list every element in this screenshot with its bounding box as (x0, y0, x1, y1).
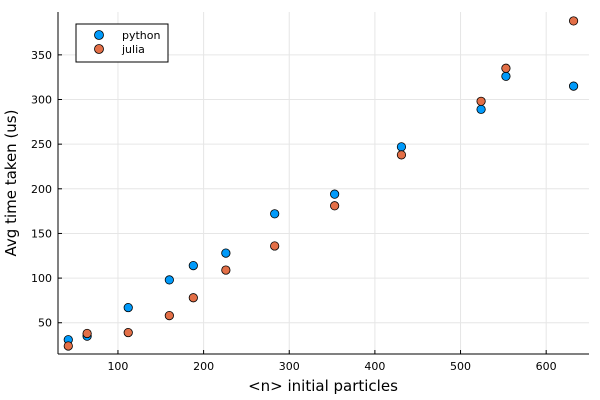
y-tick-label: 350 (31, 49, 52, 62)
data-point-julia (501, 63, 511, 73)
data-point-python (164, 275, 174, 285)
y-tick-label: 100 (31, 272, 52, 285)
y-tick-label: 250 (31, 138, 52, 151)
data-point-julia (330, 201, 340, 211)
legend-box (75, 23, 169, 63)
legend-marker-python (94, 30, 104, 40)
data-point-julia (63, 341, 73, 351)
y-tick-label: 150 (31, 227, 52, 240)
x-axis-label: <n> initial particles (248, 377, 398, 395)
y-axis-label: Avg time taken (us) (2, 110, 20, 257)
data-point-python (568, 81, 579, 91)
data-point-python (330, 189, 340, 199)
data-point-python (476, 104, 486, 114)
x-tick-label: 100 (107, 360, 128, 373)
data-point-julia (164, 311, 174, 321)
legend: python julia (75, 23, 169, 63)
grid (58, 12, 589, 354)
x-tick-label: 500 (450, 360, 471, 373)
data-point-python (396, 142, 407, 152)
data-points (63, 16, 579, 351)
y-tick-label: 200 (31, 183, 52, 196)
x-tick-label: 200 (193, 360, 214, 373)
data-point-julia (396, 150, 407, 160)
data-point-julia (123, 327, 133, 338)
legend-label-julia: julia (121, 43, 145, 56)
data-point-python (270, 209, 280, 219)
data-point-julia (221, 265, 231, 275)
x-ticks: 100 200 300 400 500 600 (107, 350, 557, 373)
data-point-julia (82, 328, 92, 339)
x-tick-label: 300 (279, 360, 300, 373)
data-point-julia (270, 241, 280, 251)
axes (57, 12, 589, 355)
data-point-python (221, 248, 231, 258)
data-point-julia (188, 293, 198, 303)
data-point-python (188, 260, 198, 271)
y-ticks: 50 100 150 200 250 300 350 (31, 49, 62, 330)
y-tick-label: 300 (31, 94, 52, 107)
legend-marker-julia (94, 44, 104, 54)
x-tick-label: 400 (364, 360, 385, 373)
data-point-python (501, 71, 511, 81)
data-point-julia (476, 96, 486, 106)
x-tick-label: 600 (536, 360, 557, 373)
data-point-julia (568, 16, 579, 26)
y-tick-label: 50 (38, 317, 52, 330)
data-point-python (123, 302, 133, 313)
legend-label-python: python (122, 29, 161, 42)
